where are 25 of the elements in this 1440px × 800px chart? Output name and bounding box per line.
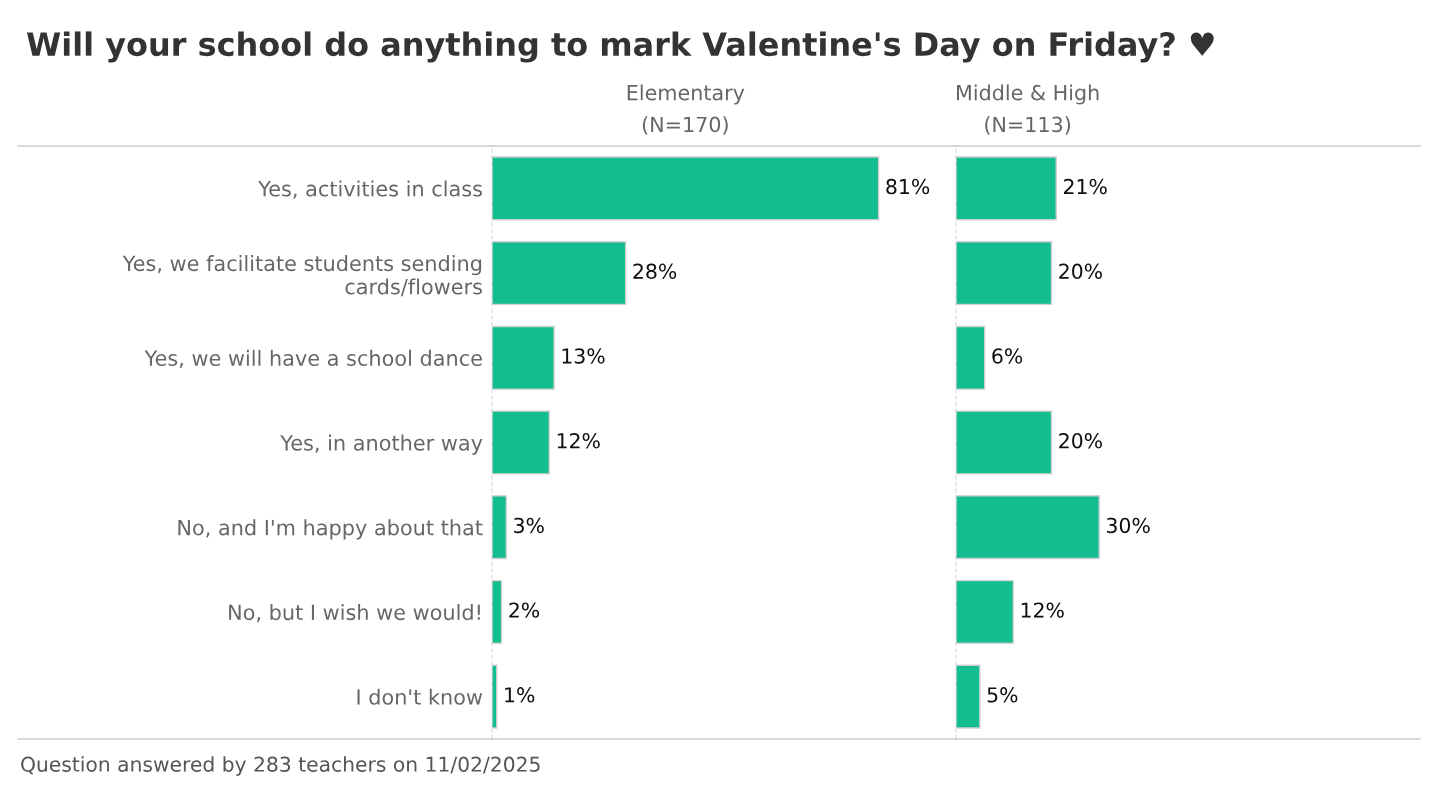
data-label: 81% (886, 178, 930, 195)
chart-title: Will your school do anything to mark Valentine's Day on Friday? ♥ (26, 31, 1214, 63)
data-label: 12% (557, 432, 600, 449)
data-label: 13% (562, 348, 605, 364)
data-label: 30% (1107, 517, 1150, 534)
y-tick-label: Yes, we facilitate students sending cards/flowers (122, 255, 482, 297)
data-label: 3% (514, 517, 544, 534)
y-tick-label: Yes, in another way (280, 434, 483, 455)
y-tick-label: Yes, activities in class (258, 180, 482, 199)
data-label: 28% (633, 263, 677, 279)
chart-title: Middle & High (N=113) (957, 84, 1099, 135)
data-label: 5% (987, 687, 1018, 703)
data-label: 20% (1059, 432, 1102, 449)
data-label: 12% (1021, 602, 1064, 618)
y-tick-label: I don't know (357, 688, 483, 705)
data-label: 6% (992, 348, 1023, 364)
data-label: 20% (1059, 263, 1102, 279)
data-label: 2% (509, 602, 540, 618)
data-label: 1% (505, 687, 535, 703)
y-tick-label: No, but I wish we would! (229, 604, 480, 623)
text: Question answered by 283 teachers on 11/02/2025 (21, 756, 540, 776)
y-tick-label: No, and I'm happy about that (178, 519, 483, 540)
data-label: 21% (1063, 178, 1107, 195)
y-tick-label: Yes, we will have a school dance (144, 349, 482, 369)
chart-subtitle: Elementary (N=170) (627, 84, 745, 135)
